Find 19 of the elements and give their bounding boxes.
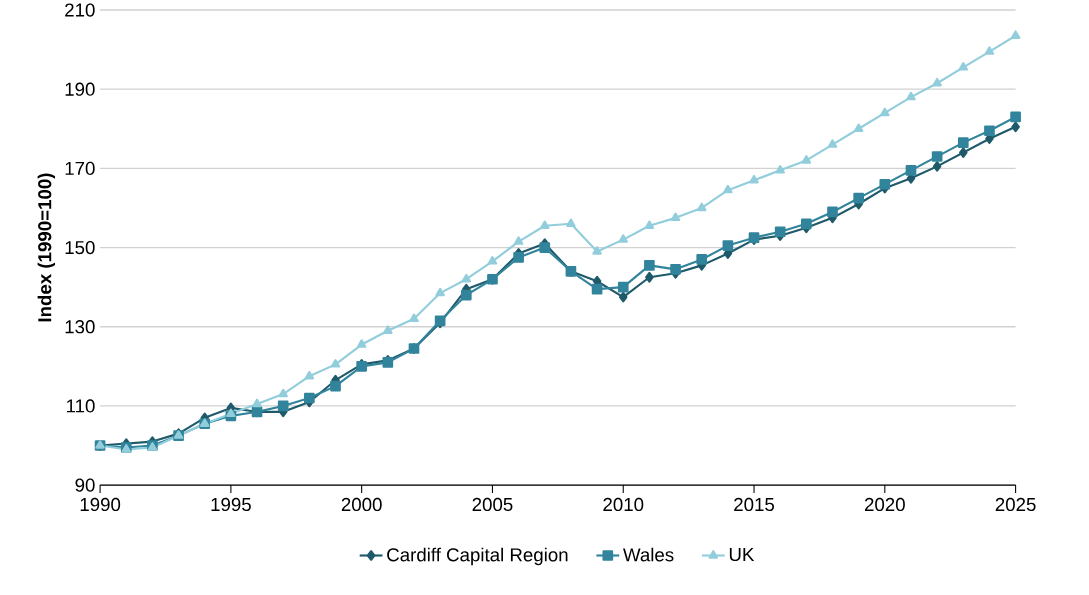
x-tick-label: 2025 (995, 498, 1036, 512)
x-tick-label: 2015 (734, 498, 775, 512)
y-tick-label: 170 (65, 161, 95, 176)
x-tick-label: 1995 (211, 498, 251, 512)
legend-label: Cardiff Capital Region (387, 547, 568, 566)
x-tick-label: 2005 (472, 498, 513, 512)
y-axis-title: Index (1990=100) (37, 173, 56, 322)
x-tick-label: 2000 (341, 498, 382, 512)
legend-label: UK (729, 548, 755, 562)
y-tick-label: 190 (65, 82, 95, 97)
y-tick-label: 130 (65, 320, 95, 334)
x-tick-label: 2020 (864, 498, 905, 512)
y-tick-label: 90 (75, 478, 95, 492)
x-tick-label: 1990 (80, 498, 121, 512)
legend-label: Wales (623, 547, 674, 562)
y-tick-label: 210 (65, 3, 95, 17)
x-tick-label: 2010 (603, 498, 644, 512)
y-tick-label: 110 (67, 399, 95, 413)
y-tick-label: 150 (65, 241, 95, 255)
